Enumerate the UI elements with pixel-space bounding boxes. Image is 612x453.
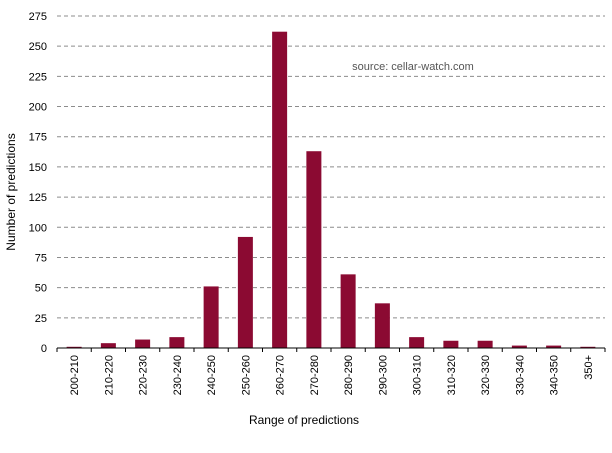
x-tick-labels: 200-210 210-220 220-230 230-240 240-250 250-2… bbox=[56, 348, 606, 395]
bar bbox=[203, 286, 219, 348]
y-axis-title: Number of predictions bbox=[4, 133, 18, 250]
y-tick-label: 100 bbox=[29, 222, 47, 234]
x-tick-label: 230-240 bbox=[172, 355, 184, 395]
x-axis-title: Range of predictions bbox=[249, 413, 359, 427]
bar bbox=[169, 337, 185, 348]
x-tick-label: 340-350 bbox=[549, 355, 561, 395]
y-tick-label: 275 bbox=[29, 11, 47, 23]
bar bbox=[66, 346, 82, 348]
x-tick-label: 330-340 bbox=[514, 355, 526, 395]
x-tick-label: 280-290 bbox=[343, 355, 355, 395]
bar bbox=[135, 339, 151, 348]
bar bbox=[306, 151, 322, 348]
x-tick-label: 240-250 bbox=[206, 355, 218, 395]
gridlines bbox=[57, 15, 605, 319]
x-tick-label: 350+ bbox=[583, 355, 595, 380]
y-tick-label: 225 bbox=[29, 71, 47, 83]
x-tick-label: 220-230 bbox=[138, 355, 150, 395]
bar bbox=[477, 340, 493, 348]
bar bbox=[409, 337, 425, 348]
y-tick-label: 25 bbox=[35, 313, 47, 325]
y-tick-label: 75 bbox=[35, 252, 47, 264]
x-tick-label: 270-280 bbox=[309, 355, 321, 395]
y-tick-label: 150 bbox=[29, 162, 47, 174]
x-tick-label: 310-320 bbox=[446, 355, 458, 395]
x-tick-label: 250-260 bbox=[240, 355, 252, 395]
bar bbox=[340, 274, 356, 348]
bar bbox=[237, 236, 253, 348]
bar bbox=[374, 303, 390, 348]
y-tick-label: 0 bbox=[41, 343, 47, 355]
source-annotation: source: cellar-watch.com bbox=[352, 61, 474, 73]
x-tick-label: 290-300 bbox=[377, 355, 389, 395]
bar bbox=[580, 346, 596, 348]
y-tick-label: 50 bbox=[35, 283, 47, 295]
y-tick-label: 125 bbox=[29, 192, 47, 204]
y-tick-labels: 0 25 50 75 100 125 150 175 200 225 250 275 bbox=[29, 11, 47, 355]
bar bbox=[272, 31, 288, 348]
bar bbox=[511, 345, 527, 348]
y-tick-label: 250 bbox=[29, 41, 47, 53]
y-tick-label: 200 bbox=[29, 102, 47, 114]
x-tick-label: 200-210 bbox=[69, 355, 81, 395]
x-tick-label: 320-330 bbox=[480, 355, 492, 395]
bar bbox=[546, 345, 562, 348]
bar bbox=[443, 340, 459, 348]
x-tick-label: 210-220 bbox=[103, 355, 115, 395]
bar bbox=[100, 343, 116, 348]
x-tick-label: 260-270 bbox=[275, 355, 287, 395]
x-tick-label: 300-310 bbox=[412, 355, 424, 395]
y-tick-label: 175 bbox=[29, 132, 47, 144]
bars bbox=[66, 31, 596, 348]
